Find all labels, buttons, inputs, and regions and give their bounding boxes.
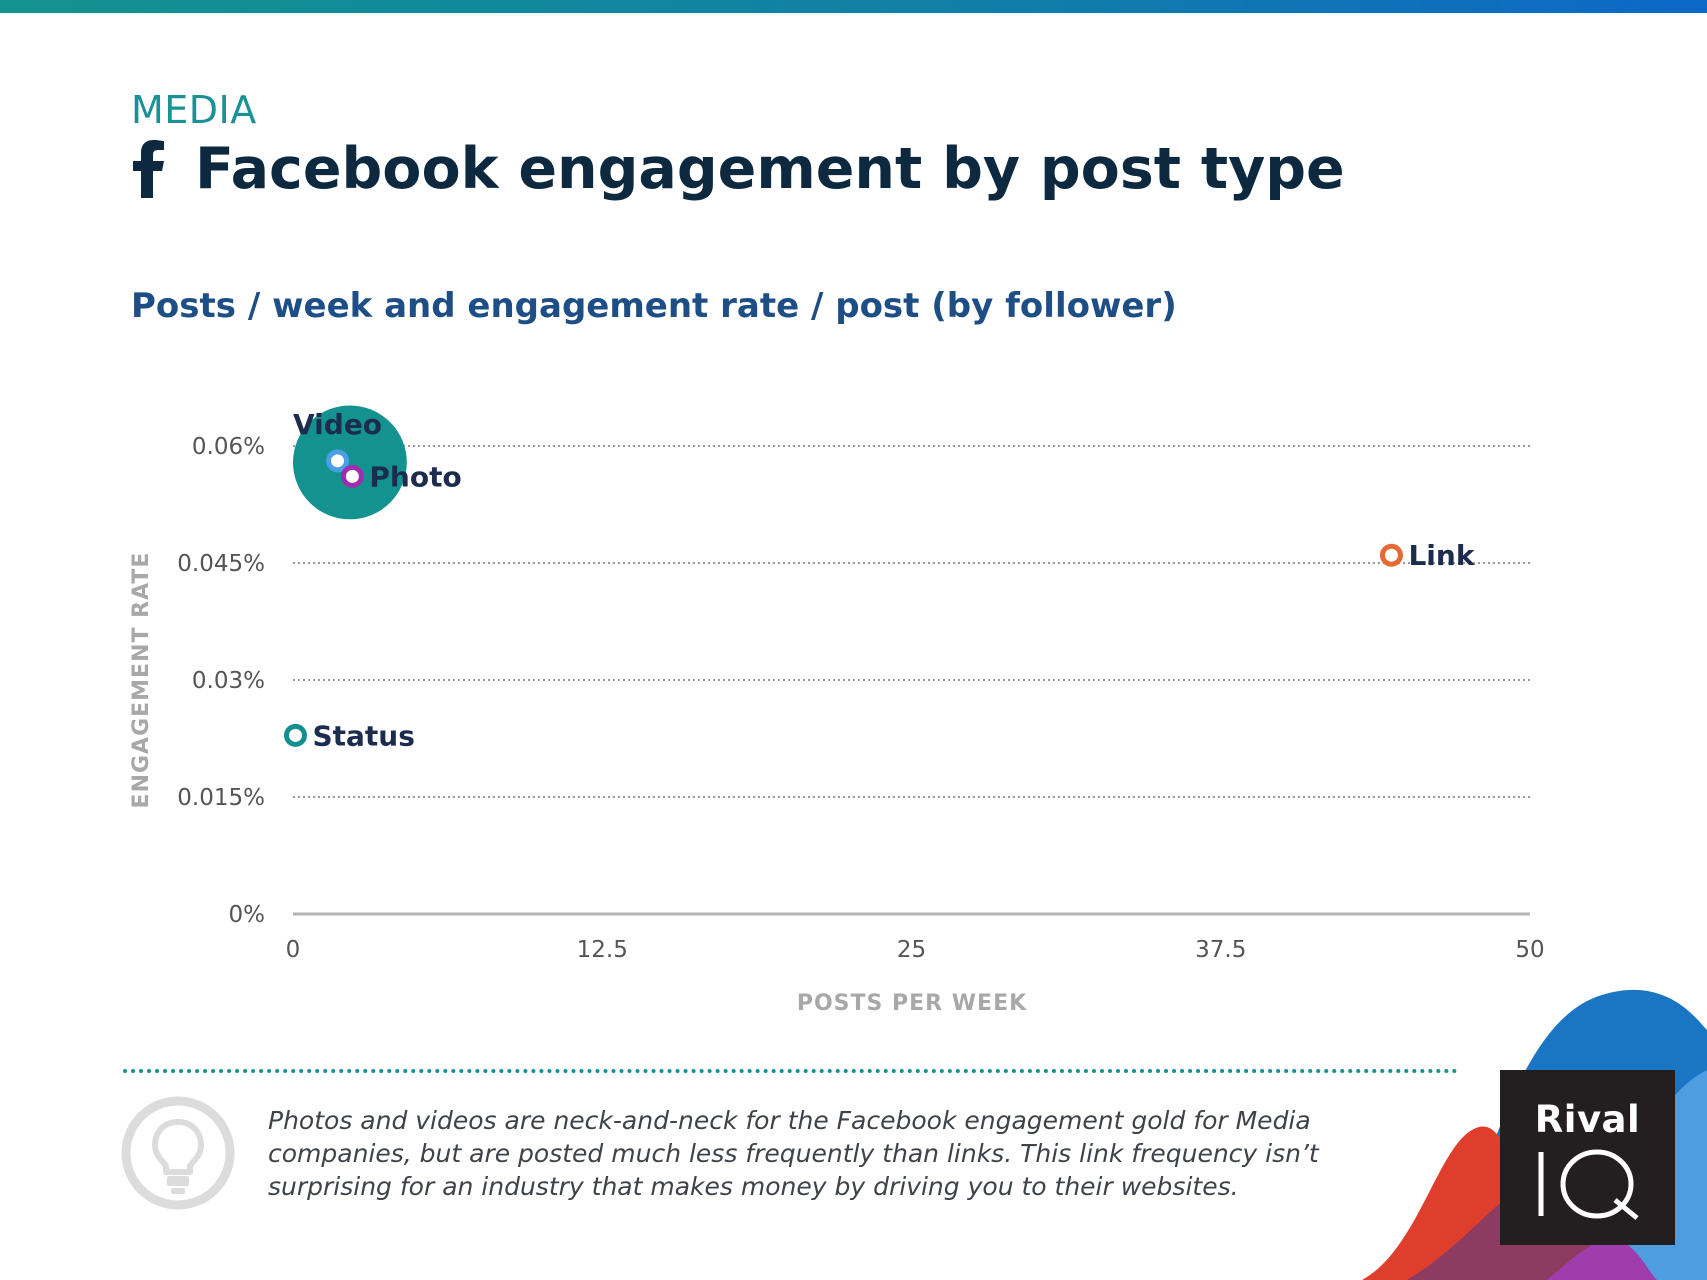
facebook-icon: [133, 140, 164, 198]
data-label-status: Status: [312, 719, 414, 752]
data-label-video: Video: [293, 408, 382, 441]
industry-label: MEDIA: [131, 88, 257, 132]
data-point-status: [283, 723, 307, 747]
y-tick-label: 0.03%: [192, 668, 265, 694]
data-point-photo: [340, 464, 364, 488]
data-label-link: Link: [1408, 539, 1475, 572]
x-tick-label: 0: [286, 937, 301, 963]
y-tick-label: 0.06%: [192, 434, 265, 460]
header-bar: [0, 0, 1707, 13]
chart-subtitle: Posts / week and engagement rate / post …: [131, 286, 1177, 326]
data-point-link: [1379, 543, 1403, 567]
lightbulb-icon: [121, 1096, 235, 1210]
y-tick-label: 0%: [229, 902, 266, 928]
x-axis-title: POSTS PER WEEK: [797, 991, 1027, 1016]
footer-divider: [123, 1069, 1458, 1073]
scatter-chart: 0% 0.015% 0.03% 0.045% 0.06% 0 12.5 25 37.5 50 POS…: [129, 405, 1545, 1016]
logo-iq-mark: [1538, 1149, 1639, 1220]
data-label-photo: Photo: [369, 460, 461, 493]
y-tick-label: 0.045%: [177, 551, 265, 577]
y-tick-label: 0.015%: [177, 785, 265, 811]
x-tick-label: 25: [897, 937, 926, 963]
insight-text: Photos and videos are neck-and-neck for …: [268, 1106, 1319, 1201]
data-point-video: [326, 449, 350, 473]
page-title: Facebook engagement by post type: [195, 136, 1345, 202]
rival-iq-logo: Rival: [1500, 1070, 1675, 1245]
x-tick-label: 50: [1515, 937, 1544, 963]
highlight-circle: [293, 405, 407, 520]
x-tick-label: 37.5: [1195, 937, 1246, 963]
y-axis-title: ENGAGEMENT RATE: [129, 552, 154, 809]
x-tick-label: 12.5: [577, 937, 628, 963]
